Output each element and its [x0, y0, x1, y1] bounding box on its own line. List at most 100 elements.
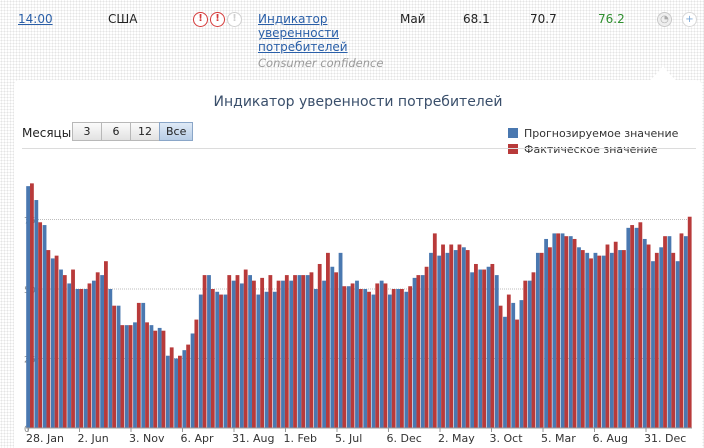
actual-bar — [153, 330, 158, 428]
range-button-all[interactable]: Все — [159, 122, 194, 141]
forecast-bar — [34, 200, 39, 428]
event-country: США — [108, 12, 138, 26]
actual-bar — [120, 325, 125, 428]
chart-panel: Индикатор уверенности потребителей Месяц… — [14, 80, 702, 448]
actual-bar — [556, 233, 561, 428]
event-time-link[interactable]: 14:00 — [18, 12, 53, 26]
actual-bar — [498, 305, 503, 428]
forecast-bar — [371, 294, 376, 428]
actual-bar — [416, 275, 421, 428]
forecast-bar — [281, 280, 285, 428]
actual-bar — [79, 289, 84, 428]
forecast-bar — [618, 250, 623, 428]
actual-bar — [350, 283, 355, 428]
x-tick-label: 6. Dec — [387, 432, 422, 445]
actual-bar — [531, 272, 536, 428]
forecast-bar — [420, 275, 425, 428]
actual-bar — [301, 275, 306, 428]
forecast-bar — [503, 316, 507, 428]
actual-bar — [605, 244, 610, 428]
forecast-bar — [338, 252, 343, 428]
forecast-bar — [675, 261, 680, 428]
x-tick-label: 6. Apr — [181, 432, 214, 445]
x-tick-label: 5. Jul — [335, 432, 362, 445]
actual-bar — [383, 283, 388, 428]
x-tick-label: 31. Aug — [232, 432, 274, 445]
forecast-bar — [346, 286, 351, 428]
forecast-bar — [494, 275, 499, 428]
month-range-buttons: 3 6 12 Все — [72, 122, 194, 141]
forecast-bar — [157, 327, 162, 428]
x-tick-label: 5. Mar — [541, 432, 576, 445]
legend-label-forecast: Прогнозируемое значение — [524, 126, 679, 140]
legend-swatch-forecast — [508, 128, 518, 138]
forecast-bar — [470, 272, 475, 428]
event-name-link[interactable]: Индикатор уверенности потребителей — [258, 12, 348, 54]
actual-bar — [638, 222, 643, 428]
forecast-bar — [445, 252, 450, 428]
forecast-bar — [215, 291, 220, 428]
actual-bar — [284, 275, 289, 428]
x-tick-label: 2. Jun — [78, 432, 109, 445]
actual-bar — [169, 347, 174, 428]
range-button-3[interactable]: 3 — [72, 122, 102, 141]
forecast-bar — [67, 283, 72, 428]
actual-bar — [408, 286, 413, 428]
forecast-bar — [59, 269, 63, 428]
actual-bar — [687, 216, 692, 428]
forecast-bar — [379, 280, 384, 428]
actual-bar — [391, 289, 396, 428]
forecast-bar — [577, 247, 581, 428]
x-tick-label: 28. Jan — [26, 432, 64, 445]
forecast-bar — [231, 280, 236, 428]
forecast-bar — [133, 322, 137, 428]
actual-bar — [457, 244, 462, 428]
forecast-bar — [355, 280, 359, 428]
panel-pointer — [649, 66, 677, 82]
actual-bar — [548, 247, 552, 428]
forecast-bar — [26, 186, 31, 428]
actual-bar — [654, 252, 659, 428]
forecast-bar — [116, 305, 121, 428]
forecast-bar — [601, 255, 606, 428]
actual-bar — [523, 280, 528, 428]
forecast-bar — [42, 225, 47, 428]
event-name: Индикатор уверенности потребителей Consu… — [258, 12, 388, 70]
legend-item-actual[interactable]: Фактическое значение — [508, 142, 678, 156]
months-label: Месяцы — [22, 126, 72, 140]
forecast-bar — [174, 358, 179, 428]
actual-bar — [572, 238, 577, 428]
actual-bar — [243, 269, 248, 428]
actual-bar — [87, 283, 92, 428]
actual-bar — [293, 275, 297, 428]
range-button-6[interactable]: 6 — [101, 122, 131, 141]
actual-bar — [539, 252, 544, 428]
actual-bar — [136, 302, 141, 428]
add-icon[interactable]: + — [682, 12, 697, 27]
importance-indicator: ! ! ! — [193, 12, 242, 27]
forecast-bar — [313, 289, 318, 428]
forecast-bar — [75, 289, 80, 428]
forecast-bar — [198, 294, 203, 428]
x-tick-label: 6. Aug — [593, 432, 628, 445]
legend-item-forecast[interactable]: Прогнозируемое значение — [508, 126, 678, 140]
actual-bar — [309, 272, 314, 428]
actual-bar — [342, 286, 347, 428]
x-tick-label: 31. Dec — [644, 432, 686, 445]
forecast-bar — [461, 247, 466, 428]
actual-bar — [317, 263, 322, 428]
forecast-bar — [50, 258, 55, 428]
forecast-bar — [83, 289, 88, 428]
actual-bar — [367, 291, 371, 428]
forecast-bar — [437, 255, 442, 428]
forecast-bar — [91, 280, 96, 428]
actual-bar — [219, 294, 223, 428]
legend-swatch-actual — [508, 144, 518, 154]
actual-bar — [227, 275, 232, 428]
event-period: Май — [400, 12, 426, 26]
actual-bar — [54, 255, 59, 428]
forecast-bar — [486, 266, 491, 428]
actual-bar — [30, 183, 34, 428]
chart-legend: Прогнозируемое значение Фактическое знач… — [508, 126, 678, 158]
chart-icon[interactable]: ◔ — [657, 12, 672, 27]
